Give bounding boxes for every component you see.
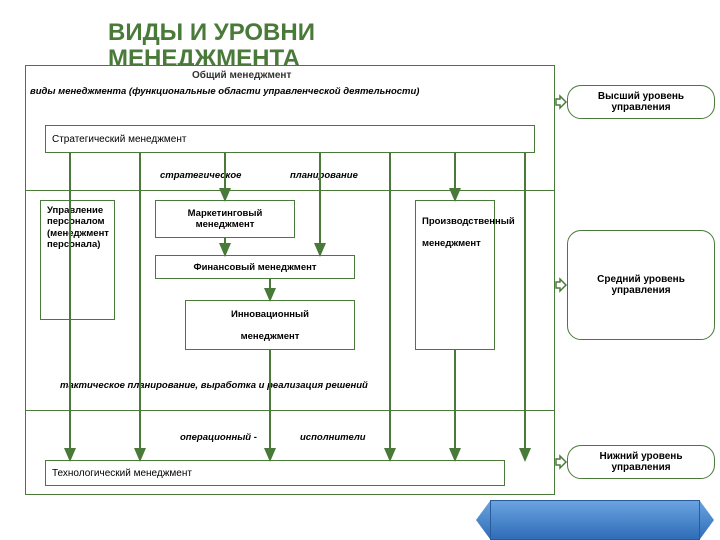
tech-box: Технологический менеджмент (45, 460, 505, 486)
section-divider-1 (25, 190, 555, 191)
innovation-box: Инновационный менеджмент (185, 300, 355, 350)
level-top-label: Высший уровень управления (572, 91, 710, 113)
section-divider-2 (25, 410, 555, 411)
tech-label: Технологический менеджмент (52, 468, 192, 479)
operational-left: операционный - (180, 432, 257, 443)
strategic-plan-right: планирование (290, 170, 358, 181)
subtitle: виды менеджмента (функциональные области… (30, 86, 545, 97)
level-mid-box: Средний уровень управления (567, 230, 715, 340)
level-low-label: Нижний уровень управления (572, 451, 710, 473)
hr-box: Управление персоналом (менеджмент персон… (40, 200, 115, 320)
level-top-box: Высший уровень управления (567, 85, 715, 119)
finance-box: Финансовый менеджмент (155, 255, 355, 279)
general-management-label: Общий менеджмент (192, 70, 291, 81)
production-box: Производственный менеджмент (415, 200, 495, 350)
footer-decoration (490, 500, 700, 540)
operational-right: исполнители (300, 432, 366, 443)
level-low-box: Нижний уровень управления (567, 445, 715, 479)
level-mid-label: Средний уровень управления (572, 274, 710, 296)
finance-label: Финансовый менеджмент (193, 262, 316, 273)
hr-label: Управление персоналом (менеджмент персон… (47, 205, 109, 250)
strategic-box: Стратегический менеджмент (45, 125, 535, 153)
title-line1: ВИДЫ И УРОВНИ (108, 19, 315, 46)
innovation-label: Инновационный менеджмент (231, 309, 309, 342)
marketing-label: Маркетинговый менеджмент (162, 208, 288, 230)
strategic-plan-left: стратегическое (160, 170, 241, 181)
strategic-label: Стратегический менеджмент (52, 134, 186, 145)
tactical-label: тактическое планирование, выработка и ре… (60, 380, 530, 391)
marketing-box: Маркетинговый менеджмент (155, 200, 295, 238)
